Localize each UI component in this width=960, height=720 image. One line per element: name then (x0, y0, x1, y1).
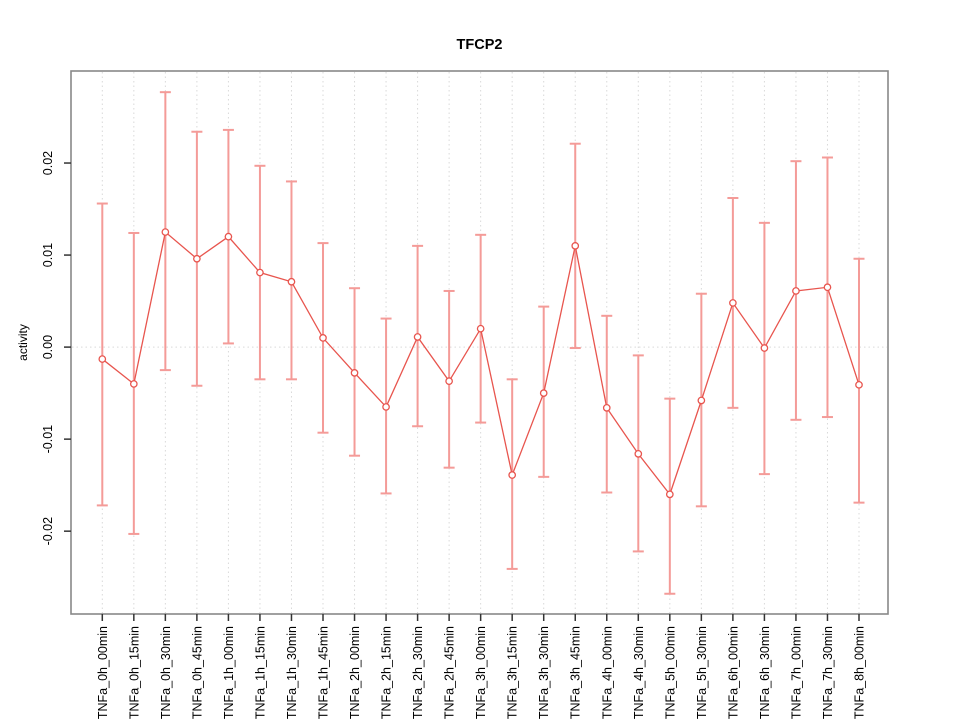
x-tick-label: TNFa_4h_00min (600, 626, 614, 719)
x-tick-label: TNFa_5h_30min (695, 626, 709, 719)
data-point (508, 471, 517, 479)
x-tick-label: TNFa_2h_00min (348, 626, 362, 719)
x-tick-label: TNFa_7h_30min (821, 626, 835, 719)
x-tick-label: TNFa_2h_45min (443, 626, 457, 719)
chart-title: TFCP2 (457, 37, 503, 53)
data-point (571, 242, 580, 250)
x-tick-label: TNFa_6h_30min (758, 626, 772, 719)
data-point (634, 450, 643, 458)
x-tick-label: TNFa_7h_00min (789, 626, 803, 719)
x-tick-label: TNFa_2h_30min (411, 626, 425, 719)
x-tick-label: TNFa_3h_45min (569, 626, 583, 719)
data-point (539, 389, 548, 397)
x-tick-label: TNFa_1h_15min (253, 626, 267, 719)
x-tick-label: TNFa_1h_30min (285, 626, 299, 719)
data-point (129, 380, 138, 388)
x-tick-label: TNFa_0h_45min (190, 626, 204, 719)
data-point (350, 369, 359, 377)
y-tick-label: 0.00 (41, 335, 55, 359)
x-tick-label: TNFa_0h_30min (159, 626, 173, 719)
data-point (445, 377, 453, 386)
data-point (319, 334, 327, 342)
x-tick-label: TNFa_0h_00min (96, 626, 110, 719)
y-tick-label: -0.02 (41, 517, 55, 546)
data-point (193, 254, 201, 263)
data-point (287, 277, 296, 286)
data-point (760, 344, 769, 352)
x-tick-label: TNFa_6h_00min (726, 626, 740, 719)
data-point (382, 403, 390, 411)
y-axis-label: activity (16, 324, 30, 361)
data-point (855, 380, 863, 389)
data-point (823, 283, 832, 292)
data-point (665, 490, 674, 499)
data-point (161, 228, 170, 236)
x-tick-label: TNFa_1h_45min (317, 626, 331, 719)
x-tick-label: TNFa_0h_15min (127, 626, 141, 719)
data-point (792, 287, 800, 295)
plot-border (70, 70, 889, 615)
x-tick-label: TNFa_4h_30min (632, 626, 646, 719)
x-tick-label: TNFa_3h_15min (506, 626, 520, 719)
data-point (224, 232, 233, 241)
data-point (98, 355, 107, 363)
data-point (729, 299, 737, 307)
y-tick-label: 0.01 (41, 243, 55, 267)
x-tick-label: TNFa_8h_00min (853, 626, 867, 719)
x-tick-label: TNFa_3h_00min (474, 626, 488, 719)
data-point (602, 403, 611, 412)
x-tick-label: TNFa_1h_00min (222, 626, 236, 719)
y-tick-label: 0.02 (41, 151, 55, 175)
data-point (476, 324, 485, 333)
x-tick-label: TNFa_5h_00min (663, 626, 677, 719)
data-point (256, 268, 264, 277)
data-point (413, 333, 422, 341)
x-tick-label: TNFa_3h_30min (537, 626, 551, 719)
y-tick-label: -0.01 (41, 425, 55, 454)
data-point (697, 396, 706, 405)
x-tick-label: TNFa_2h_15min (380, 626, 394, 719)
